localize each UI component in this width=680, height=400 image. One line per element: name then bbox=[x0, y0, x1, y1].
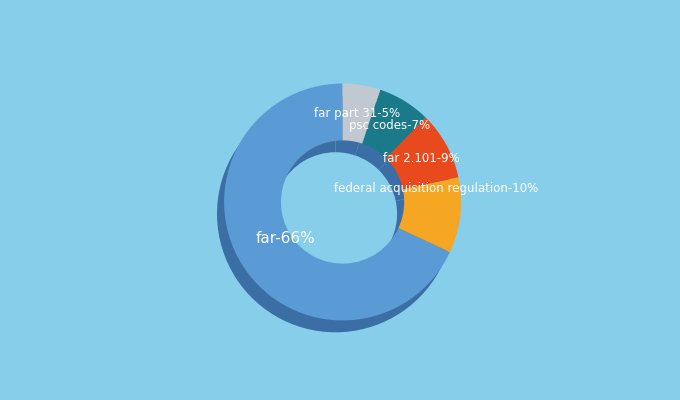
Wedge shape bbox=[398, 177, 461, 252]
Wedge shape bbox=[386, 118, 458, 189]
Wedge shape bbox=[217, 95, 443, 332]
Wedge shape bbox=[335, 95, 373, 156]
Wedge shape bbox=[343, 84, 380, 144]
Text: psc codes-7%: psc codes-7% bbox=[349, 119, 430, 132]
Text: far-66%: far-66% bbox=[256, 231, 316, 246]
Text: far part 31-5%: far part 31-5% bbox=[314, 107, 400, 120]
Text: far 2.101-9%: far 2.101-9% bbox=[383, 152, 460, 165]
Text: federal acquisition regulation-10%: federal acquisition regulation-10% bbox=[334, 182, 538, 194]
Wedge shape bbox=[224, 84, 450, 320]
Wedge shape bbox=[355, 102, 419, 170]
Wedge shape bbox=[391, 189, 454, 264]
Wedge shape bbox=[379, 130, 452, 201]
Wedge shape bbox=[362, 90, 426, 158]
